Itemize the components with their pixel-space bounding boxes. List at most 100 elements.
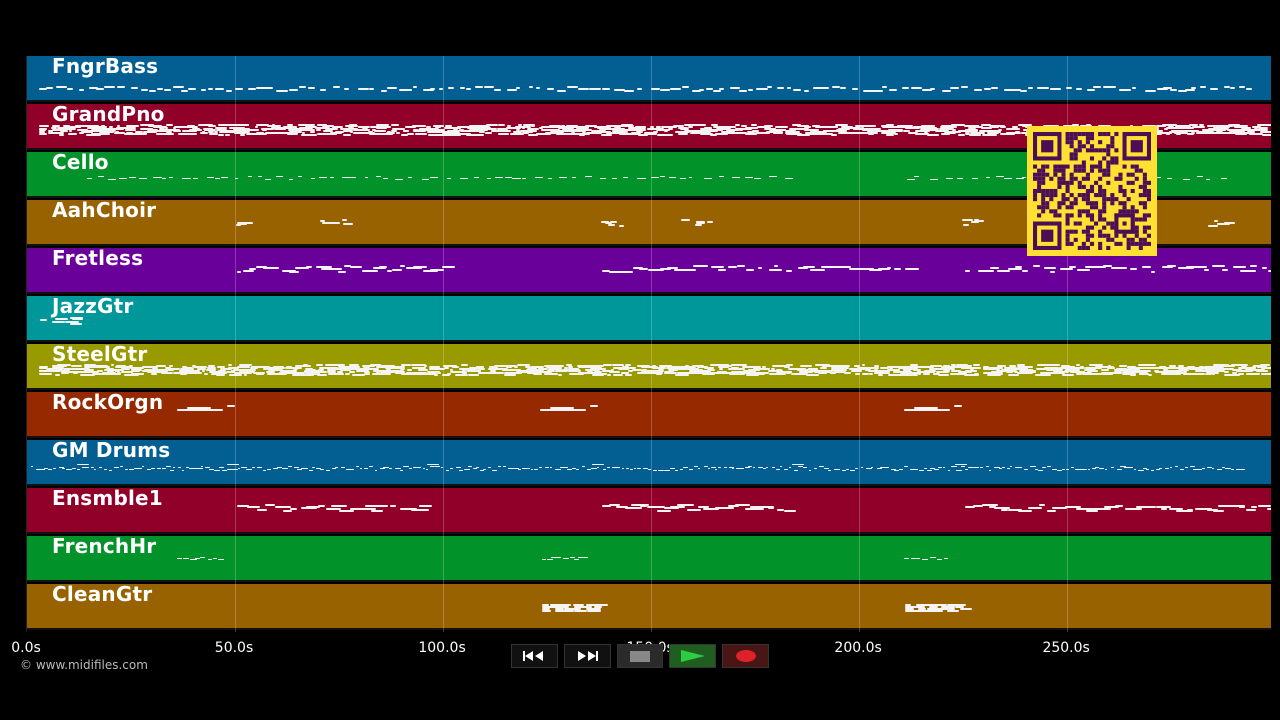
note xyxy=(270,267,280,269)
note xyxy=(1235,133,1248,135)
note xyxy=(797,125,810,127)
note xyxy=(957,371,973,373)
note xyxy=(1094,373,1109,375)
note xyxy=(153,130,170,132)
note xyxy=(677,372,693,374)
qr-code[interactable] xyxy=(1027,126,1157,256)
note xyxy=(717,269,727,271)
note xyxy=(314,127,331,129)
note xyxy=(503,372,520,374)
note xyxy=(571,468,576,469)
note xyxy=(888,374,896,376)
note xyxy=(84,366,100,368)
note xyxy=(552,126,560,128)
note xyxy=(539,467,543,468)
note xyxy=(727,365,733,367)
note xyxy=(1228,505,1245,507)
note xyxy=(248,268,257,270)
track-row[interactable]: RockOrgn xyxy=(27,392,1271,438)
note xyxy=(956,470,962,471)
note xyxy=(142,132,148,134)
note xyxy=(971,221,980,223)
note xyxy=(412,367,427,369)
note xyxy=(965,506,976,508)
track-row[interactable]: CleanGtr xyxy=(27,584,1271,630)
note xyxy=(44,373,49,375)
grid-line xyxy=(1067,56,1069,632)
note xyxy=(984,130,990,132)
note xyxy=(942,370,951,372)
track-row[interactable]: SteelGtr xyxy=(27,344,1271,390)
track-row[interactable]: FrenchHr xyxy=(27,536,1271,582)
note xyxy=(232,367,240,369)
note xyxy=(746,131,755,133)
note xyxy=(442,365,458,367)
note xyxy=(1069,266,1076,268)
note xyxy=(304,373,321,375)
note xyxy=(776,469,781,470)
track-row[interactable]: GM Drums xyxy=(27,440,1271,486)
note xyxy=(111,364,115,366)
note xyxy=(1087,469,1090,470)
note xyxy=(611,467,618,468)
note xyxy=(793,89,802,91)
note xyxy=(833,469,838,470)
note xyxy=(831,126,837,128)
note xyxy=(1033,265,1040,267)
note xyxy=(697,370,711,372)
note xyxy=(717,366,729,368)
note xyxy=(296,367,302,369)
note xyxy=(950,466,957,467)
note xyxy=(914,469,919,470)
piano-roll[interactable]: FngrBass GrandPno Cello AahChoir Fretless Jaz… xyxy=(26,56,1271,632)
note xyxy=(599,178,606,179)
note xyxy=(319,177,328,178)
note xyxy=(618,225,624,227)
note xyxy=(1062,374,1075,376)
note xyxy=(905,604,912,606)
stop-button[interactable] xyxy=(616,644,664,668)
note xyxy=(205,467,210,468)
note xyxy=(1147,374,1153,376)
note xyxy=(64,321,77,323)
note xyxy=(1166,370,1183,372)
track-row[interactable]: FngrBass xyxy=(27,56,1271,102)
note xyxy=(163,89,171,91)
note xyxy=(559,604,572,606)
rewind-button[interactable] xyxy=(511,644,558,668)
note xyxy=(497,128,506,130)
note xyxy=(1267,270,1271,272)
fast-forward-button[interactable] xyxy=(563,644,611,668)
note xyxy=(304,368,314,370)
note xyxy=(1087,370,1091,372)
note xyxy=(1245,373,1259,375)
note xyxy=(446,130,461,132)
note xyxy=(66,128,76,130)
note xyxy=(916,606,926,608)
note xyxy=(558,370,568,372)
note xyxy=(332,128,338,130)
note xyxy=(249,367,259,369)
note xyxy=(1027,507,1043,509)
note xyxy=(792,464,804,465)
note xyxy=(331,505,347,507)
note xyxy=(686,366,697,368)
note xyxy=(1174,132,1188,134)
note xyxy=(554,610,565,612)
note xyxy=(1121,267,1128,269)
note xyxy=(80,374,96,376)
note xyxy=(831,134,837,136)
record-button[interactable] xyxy=(722,644,769,668)
note xyxy=(723,467,727,468)
note xyxy=(689,370,704,372)
track-row[interactable]: Ensmble1 xyxy=(27,488,1271,534)
note xyxy=(1166,127,1179,129)
note xyxy=(673,368,688,370)
note xyxy=(368,88,374,90)
note xyxy=(1253,127,1258,129)
note xyxy=(406,369,412,371)
track-row[interactable]: JazzGtr xyxy=(27,296,1271,342)
play-button[interactable] xyxy=(669,644,717,668)
note xyxy=(268,369,283,371)
note xyxy=(663,507,680,509)
